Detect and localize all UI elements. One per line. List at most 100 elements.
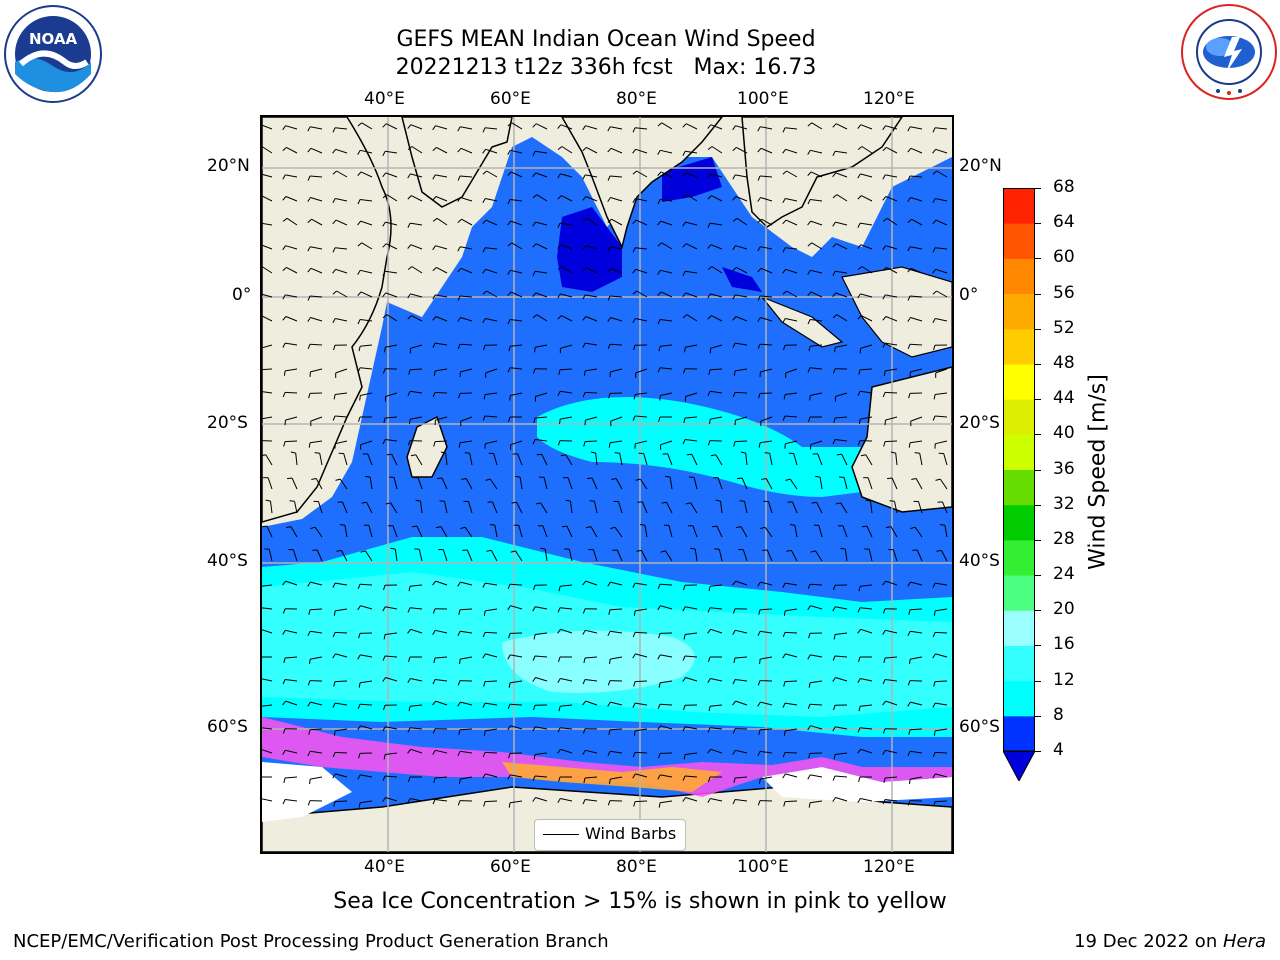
wind-barb-flag — [332, 148, 336, 154]
map-canvas — [262, 117, 952, 852]
wind-barb-flag — [707, 798, 711, 804]
wind-barb — [760, 368, 773, 373]
wind-barb-flag — [482, 415, 486, 421]
lat-label-left: 0° — [232, 285, 252, 305]
wind-barb — [409, 368, 423, 371]
wind-barb-flag — [609, 779, 611, 785]
wind-barb — [262, 344, 273, 349]
wind-barb-flag — [757, 751, 761, 757]
wind-barb-flag — [332, 415, 336, 421]
wind-barb-flag — [833, 634, 836, 640]
wind-barb — [486, 290, 498, 298]
wind-barb-flag — [282, 174, 286, 180]
wind-barb-flag — [682, 123, 687, 128]
wind-barb-flag — [332, 290, 337, 295]
wind-barb — [510, 654, 523, 658]
wind-barb — [585, 580, 598, 586]
wind-barb — [485, 127, 498, 130]
wind-barb — [518, 525, 523, 538]
plot-title-line1: GEFS MEAN Indian Ocean Wind Speed — [396, 27, 816, 52]
wind-barb — [262, 749, 273, 754]
wind-barb-flag — [759, 659, 761, 665]
wind-barb — [542, 525, 548, 538]
wind-barb — [710, 222, 723, 226]
wind-barb — [635, 653, 648, 658]
wind-barb-flag — [909, 779, 911, 785]
wind-barb — [685, 606, 698, 610]
wind-barb — [910, 368, 923, 373]
wind-barb — [585, 416, 598, 421]
wind-barb-flag — [684, 347, 686, 353]
wind-barb — [735, 799, 748, 802]
wind-barb-flag — [532, 314, 538, 319]
wind-barb-flag — [835, 502, 841, 505]
wind-barb — [710, 798, 723, 802]
wind-barb — [460, 147, 473, 154]
wind-barb-flag — [657, 171, 662, 176]
wind-barb-flag — [433, 370, 436, 376]
wind-barb-flag — [582, 608, 586, 614]
wind-barb-flag — [807, 605, 811, 611]
wind-barb-flag — [761, 478, 767, 480]
wind-barb — [760, 750, 773, 754]
wind-barb-flag — [407, 628, 412, 634]
wind-barb-flag — [382, 726, 386, 732]
wind-barb — [768, 501, 773, 514]
wind-barb — [560, 222, 573, 226]
wind-barb-flag — [808, 633, 811, 639]
wind-barb-flag — [461, 478, 467, 480]
wind-barb — [615, 478, 623, 490]
wind-barb — [735, 749, 748, 754]
wind-barb-flag — [807, 319, 811, 325]
wind-barb-flag — [707, 222, 711, 228]
wind-barb — [415, 454, 423, 466]
wind-barb-flag — [433, 777, 436, 784]
colorbar-tick-mark — [1035, 399, 1041, 401]
wind-barb-flag — [407, 124, 412, 129]
wind-barb-flag — [307, 701, 311, 707]
wind-barb — [343, 453, 348, 466]
wind-barb — [692, 525, 698, 538]
wind-barb — [885, 799, 898, 802]
wind-barb-flag — [832, 726, 836, 732]
wind-barb — [884, 440, 898, 443]
wind-barb-flag — [582, 267, 587, 272]
wind-barb — [760, 581, 773, 586]
wind-barb-flag — [887, 477, 893, 480]
wind-barb-flag — [657, 774, 661, 780]
wind-barb — [410, 727, 423, 730]
wind-barb-flag — [407, 244, 412, 249]
wind-barb — [262, 704, 273, 707]
wind-barb-flag — [682, 797, 686, 802]
wind-barb-flag — [482, 269, 487, 274]
wind-barb-flag — [907, 147, 912, 153]
wind-barb-flag — [282, 342, 286, 348]
wind-barb — [335, 702, 348, 706]
wind-barb — [910, 246, 923, 250]
wind-barb — [561, 315, 573, 322]
wind-barb — [934, 631, 948, 634]
wind-barb-flag — [907, 344, 911, 349]
wind-barb-flag — [807, 242, 813, 247]
wind-barb — [835, 439, 848, 442]
wind-barb — [319, 453, 323, 466]
wind-barb — [736, 217, 748, 226]
wind-barb-flag — [607, 175, 611, 181]
wind-barb-flag — [732, 267, 737, 272]
wind-barb-flag — [907, 631, 911, 637]
wind-barb-flag — [632, 269, 637, 274]
wind-barb — [885, 174, 898, 178]
colorbar-segment — [1003, 363, 1035, 400]
wind-barb-flag — [607, 218, 612, 223]
wind-barb — [511, 242, 523, 250]
wind-barb — [586, 217, 598, 226]
wind-barb — [610, 416, 623, 422]
wind-barb — [335, 198, 348, 202]
wind-barb — [685, 243, 698, 250]
wind-barb — [935, 608, 948, 612]
land-se-asia — [741, 117, 903, 228]
land-africa — [262, 117, 392, 523]
wind-barb — [560, 607, 573, 610]
wind-barb-flag — [882, 174, 886, 180]
colorbar-segment — [1003, 188, 1035, 224]
